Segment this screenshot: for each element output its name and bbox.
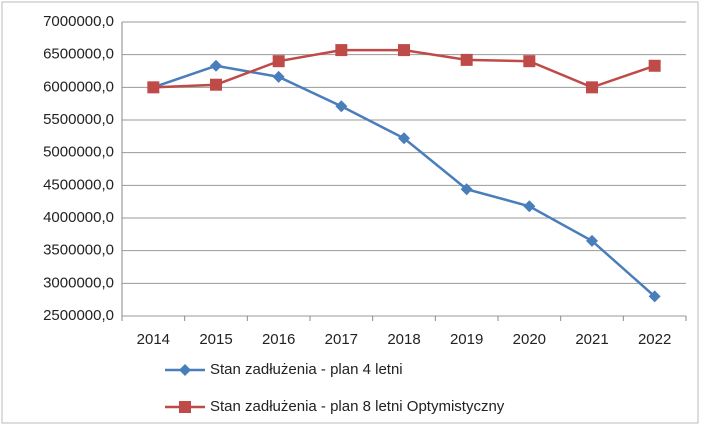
x-tick-label: 2018 xyxy=(387,331,420,348)
point xyxy=(460,53,473,66)
x-tick-label: 2015 xyxy=(199,331,232,348)
y-tick-label: 3500000,0 xyxy=(43,242,114,259)
point xyxy=(398,132,410,145)
point xyxy=(586,81,598,94)
legend-marker xyxy=(179,364,191,376)
x-tick-label: 2022 xyxy=(638,331,671,348)
y-tick-label: 4000000,0 xyxy=(43,209,114,226)
point xyxy=(272,70,285,83)
point xyxy=(335,44,348,57)
x-tick-label: 2020 xyxy=(513,331,546,348)
y-tick-label: 5500000,0 xyxy=(43,111,114,128)
x-tick-label: 2016 xyxy=(262,331,295,348)
x-tick-label: 2021 xyxy=(575,331,608,348)
point xyxy=(523,200,536,213)
point xyxy=(210,78,222,91)
x-tick-label: 2019 xyxy=(450,331,483,348)
point xyxy=(523,55,536,68)
point xyxy=(648,59,661,72)
y-tick-label: 2500000,0 xyxy=(43,307,114,324)
point xyxy=(335,100,348,113)
point xyxy=(272,55,285,68)
point xyxy=(210,59,222,72)
y-tick-label: 6000000,0 xyxy=(43,78,114,95)
x-tick-label: 2014 xyxy=(137,331,170,348)
point xyxy=(460,183,473,196)
y-tick-label: 7000000,0 xyxy=(43,13,114,30)
point xyxy=(586,234,598,247)
y-tick-label: 3000000,0 xyxy=(43,274,114,291)
y-tick-label: 6500000,0 xyxy=(43,46,114,63)
legend-marker xyxy=(179,401,191,413)
point xyxy=(648,290,661,303)
y-tick-label: 4500000,0 xyxy=(43,176,114,193)
point xyxy=(147,81,160,94)
legend-label: Stan zadłużenia - plan 4 letni xyxy=(210,361,403,378)
point xyxy=(398,44,410,57)
x-tick-label: 2017 xyxy=(325,331,358,348)
y-tick-label: 5000000,0 xyxy=(43,144,114,161)
legend-label: Stan zadłużenia - plan 8 letni Optymisty… xyxy=(210,398,505,415)
